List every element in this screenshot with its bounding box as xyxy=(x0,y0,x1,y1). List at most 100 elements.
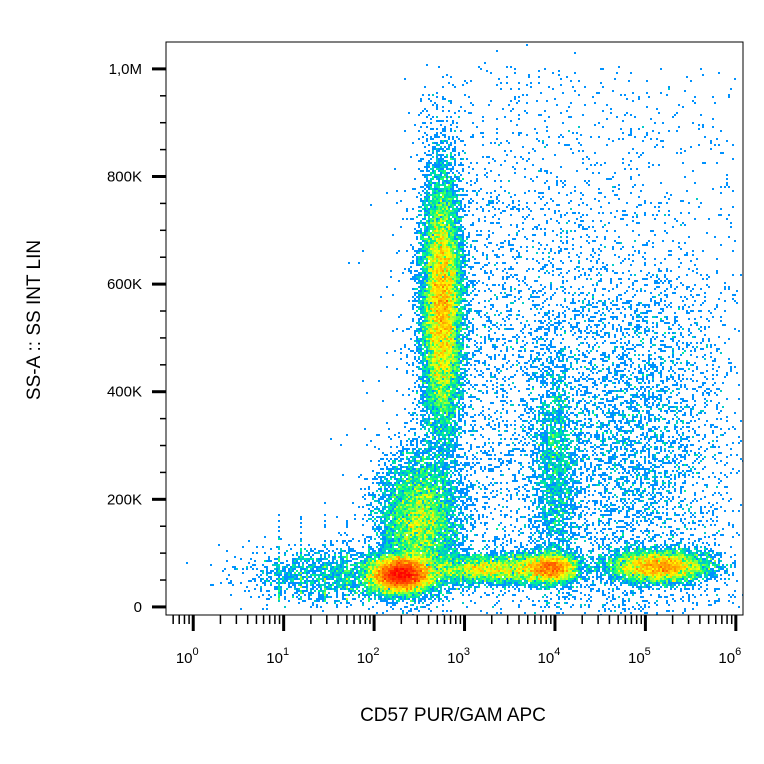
density-cell xyxy=(572,310,574,312)
density-cell xyxy=(422,170,424,172)
density-cell xyxy=(698,124,700,126)
density-cell xyxy=(458,366,460,368)
density-cell xyxy=(598,320,600,322)
density-cell xyxy=(428,314,430,316)
density-cell xyxy=(698,128,700,130)
density-cell xyxy=(428,340,430,342)
density-cell xyxy=(474,288,476,290)
density-cell xyxy=(454,364,456,366)
density-cell xyxy=(532,296,534,298)
density-cell xyxy=(426,308,428,310)
density-cell xyxy=(502,284,504,286)
density-cell xyxy=(542,344,544,346)
density-cell xyxy=(432,280,434,282)
density-cell xyxy=(676,130,678,132)
density-cell xyxy=(600,68,602,70)
density-cell xyxy=(438,230,440,232)
density-cell xyxy=(556,354,558,356)
density-cell xyxy=(456,294,458,296)
density-cell xyxy=(448,206,450,208)
density-cell xyxy=(542,316,544,318)
density-cell xyxy=(442,350,444,352)
density-cell xyxy=(644,262,646,264)
density-cell xyxy=(426,336,428,338)
density-cell xyxy=(430,340,432,342)
density-cell xyxy=(622,214,624,216)
density-cell xyxy=(686,346,688,348)
density-cell xyxy=(442,322,444,324)
density-cell xyxy=(560,352,562,354)
density-cell xyxy=(548,348,550,350)
density-cell xyxy=(622,210,624,212)
density-cell xyxy=(438,188,440,190)
density-cell xyxy=(462,188,464,190)
density-cell xyxy=(648,304,650,306)
density-cell xyxy=(420,360,422,362)
density-cell xyxy=(702,162,704,164)
density-cell xyxy=(416,342,418,344)
density-cell xyxy=(442,242,444,244)
density-cell xyxy=(672,360,674,362)
density-cell xyxy=(502,296,504,298)
density-cell xyxy=(466,326,468,328)
density-cell xyxy=(548,86,550,88)
density-cell xyxy=(466,354,468,356)
density-cell xyxy=(656,286,658,288)
density-cell xyxy=(460,288,462,290)
density-cell xyxy=(418,252,420,254)
density-cell xyxy=(440,266,442,268)
density-cell xyxy=(432,202,434,204)
density-cell xyxy=(562,306,564,308)
density-cell xyxy=(464,110,466,112)
density-cell xyxy=(452,370,454,372)
density-cell xyxy=(448,336,450,338)
density-cell xyxy=(436,312,438,314)
density-cell xyxy=(428,318,430,320)
density-cell xyxy=(494,314,496,316)
density-cell xyxy=(666,294,668,296)
density-cell xyxy=(660,362,662,364)
density-cell xyxy=(468,284,470,286)
density-cell xyxy=(452,264,454,266)
density-cell xyxy=(602,318,604,320)
density-cell xyxy=(434,220,436,222)
density-cell xyxy=(642,152,644,154)
density-cell xyxy=(428,282,430,284)
density-cell xyxy=(640,368,642,370)
density-cell xyxy=(434,166,436,168)
density-cell xyxy=(454,272,456,274)
density-cell xyxy=(592,220,594,222)
density-cell xyxy=(424,232,426,234)
density-cell xyxy=(444,318,446,320)
density-cell xyxy=(460,302,462,304)
density-cell xyxy=(542,268,544,270)
density-cell xyxy=(426,64,428,66)
density-cell xyxy=(638,156,640,158)
density-cell xyxy=(418,280,420,282)
density-cell xyxy=(456,170,458,172)
density-cell xyxy=(432,192,434,194)
density-cell xyxy=(452,258,454,260)
density-cell xyxy=(442,192,444,194)
density-cell xyxy=(736,302,738,304)
density-cell xyxy=(488,156,490,158)
density-cell xyxy=(462,298,464,300)
density-cell xyxy=(380,296,382,298)
density-cell xyxy=(636,328,638,330)
density-cell xyxy=(530,178,532,180)
density-cell xyxy=(532,148,534,150)
density-cell xyxy=(450,220,452,222)
density-cell xyxy=(506,76,508,78)
density-cell xyxy=(452,178,454,180)
density-cell xyxy=(434,248,436,250)
density-cell xyxy=(446,332,448,334)
density-cell xyxy=(436,320,438,322)
density-cell xyxy=(570,330,572,332)
density-cell xyxy=(618,294,620,296)
density-cell xyxy=(424,184,426,186)
density-cell xyxy=(570,230,572,232)
density-cell xyxy=(498,174,500,176)
density-cell xyxy=(458,352,460,354)
density-cell xyxy=(580,336,582,338)
density-cell xyxy=(442,166,444,168)
